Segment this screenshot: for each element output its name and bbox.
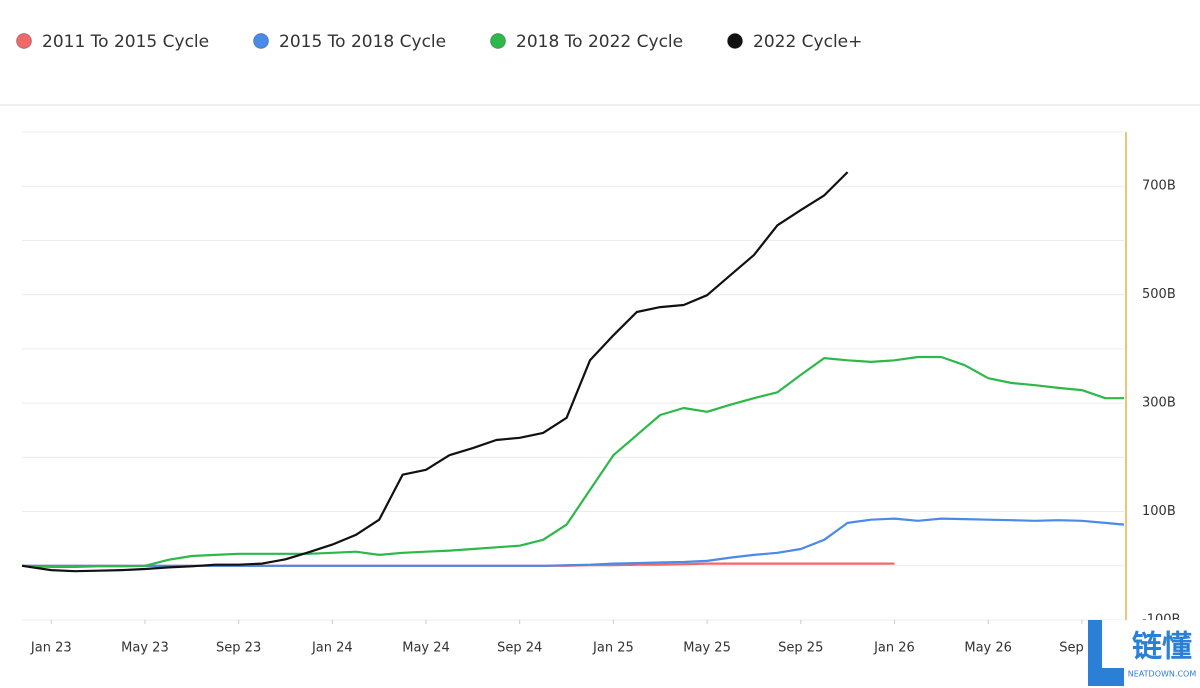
legend-label: 2018 To 2022 Cycle	[516, 32, 683, 52]
x-tick-label: May 24	[402, 641, 450, 656]
x-tick-label: Sep 23	[216, 641, 261, 656]
legend-label: 2015 To 2018 Cycle	[279, 32, 446, 52]
legend-marker	[490, 33, 506, 49]
x-tick-label: Jan 25	[592, 641, 634, 656]
x-tick-label: May 26	[964, 641, 1012, 656]
x-tick-label: Jan 24	[311, 641, 353, 656]
legend-marker	[727, 33, 743, 49]
legend-marker	[16, 33, 32, 49]
x-tick-label: Jan 23	[30, 641, 72, 656]
y-tick-label: 700B	[1142, 179, 1176, 194]
x-tick-label: Jan 26	[873, 641, 915, 656]
x-tick-label: Sep 25	[778, 641, 823, 656]
series-line	[22, 517, 1125, 567]
series-line	[21, 355, 1124, 568]
x-tick-label: May 25	[683, 641, 731, 656]
y-tick-label: 300B	[1142, 396, 1176, 411]
watermark-text: 链懂	[1132, 630, 1192, 665]
watermark-sub: NEATDOWN.COM	[1128, 670, 1197, 679]
watermark-logo	[1088, 620, 1124, 686]
legend-label: 2011 To 2015 Cycle	[42, 32, 209, 52]
y-tick-label: 100B	[1142, 504, 1176, 519]
x-tick-label: May 23	[121, 641, 169, 656]
y-tick-label: 500B	[1142, 287, 1176, 302]
watermark: 链懂 NEATDOWN.COM	[1088, 620, 1200, 688]
series-line	[21, 171, 849, 573]
legend-marker	[253, 33, 269, 49]
x-tick-label: Sep 24	[497, 641, 542, 656]
legend-label: 2022 Cycle+	[753, 32, 862, 52]
